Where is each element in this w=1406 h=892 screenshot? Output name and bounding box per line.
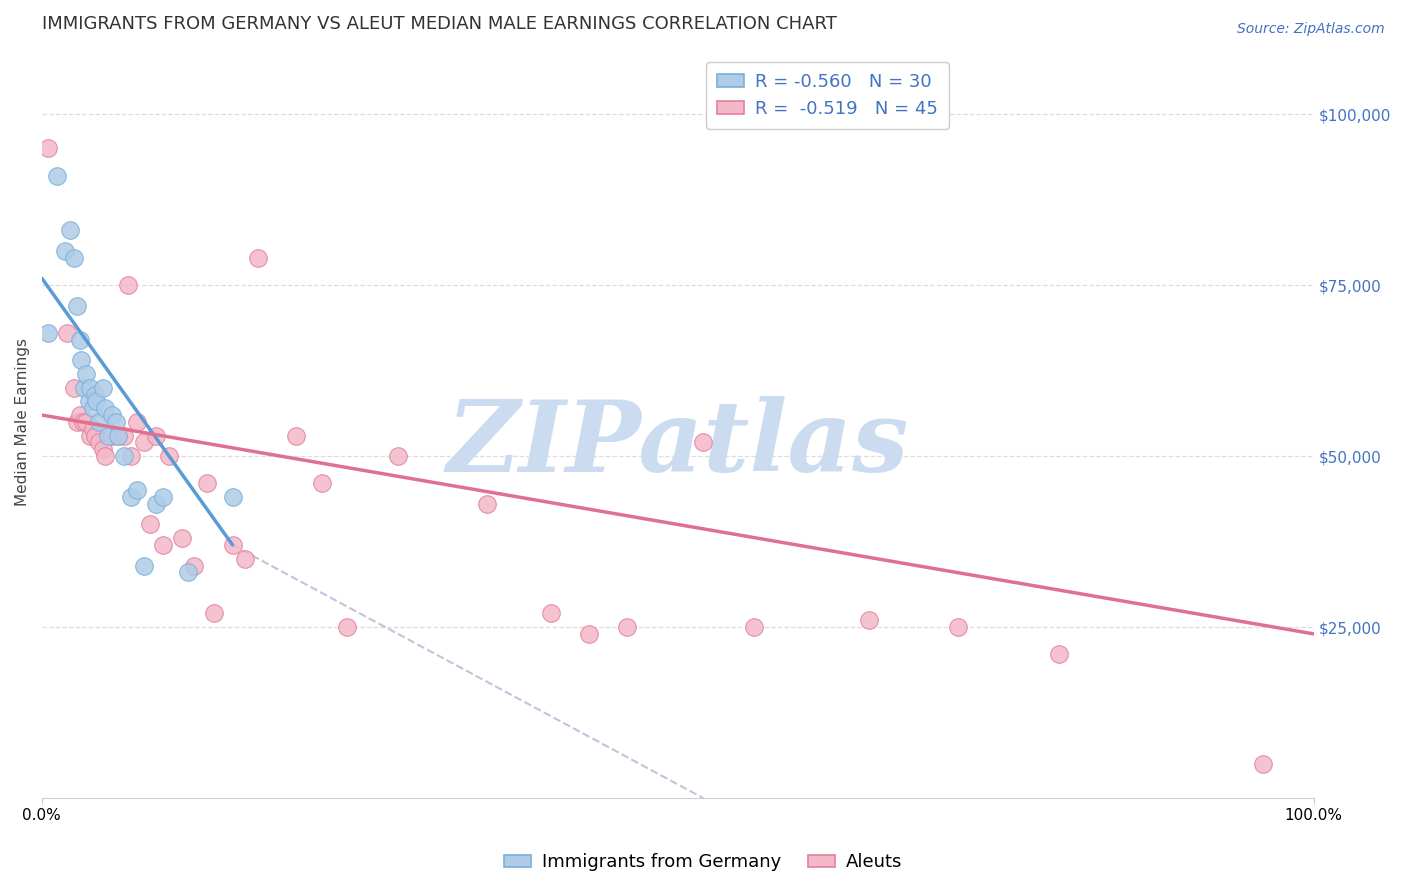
Point [84, 387, 107, 401]
Text: ZIPatlas: ZIPatlas [447, 396, 908, 492]
Point [858, 613, 880, 627]
Point [387, 449, 409, 463]
Point [127, 483, 149, 498]
Point [132, 435, 155, 450]
Point [114, 428, 136, 442]
Point [107, 428, 129, 442]
Point [79, 381, 101, 395]
Point [742, 620, 765, 634]
Point [69, 408, 91, 422]
Point [77, 394, 100, 409]
Point [75, 415, 97, 429]
Point [56, 326, 79, 340]
Point [616, 620, 638, 634]
Point [540, 607, 562, 621]
Point [1251, 756, 1274, 771]
Point [91, 442, 114, 457]
Point [91, 381, 114, 395]
Point [120, 490, 142, 504]
Point [59, 223, 82, 237]
Point [221, 490, 243, 504]
Point [66, 415, 89, 429]
Point [94, 401, 117, 416]
Point [107, 428, 129, 442]
Point [285, 428, 308, 442]
Point [82, 401, 104, 416]
Point [195, 476, 218, 491]
Point [177, 566, 200, 580]
Point [62, 251, 84, 265]
Point [170, 531, 193, 545]
Point [73, 381, 96, 395]
Point [233, 551, 256, 566]
Point [336, 620, 359, 634]
Point [86, 394, 108, 409]
Point [152, 538, 174, 552]
Legend: R = -0.560   N = 30, R =  -0.519   N = 45: R = -0.560 N = 30, R = -0.519 N = 45 [706, 62, 949, 129]
Point [37, 326, 59, 340]
Point [100, 408, 122, 422]
Point [578, 627, 600, 641]
Point [72, 415, 94, 429]
Point [84, 428, 107, 442]
Point [120, 449, 142, 463]
Point [475, 497, 498, 511]
Point [946, 620, 969, 634]
Point [157, 449, 180, 463]
Point [152, 490, 174, 504]
Point [145, 497, 167, 511]
Point [53, 244, 76, 258]
Point [132, 558, 155, 573]
Point [183, 558, 205, 573]
Point [87, 415, 110, 429]
Point [70, 353, 93, 368]
Point [82, 422, 104, 436]
Point [247, 251, 270, 265]
Point [79, 428, 101, 442]
Point [97, 428, 120, 442]
Point [221, 538, 243, 552]
Point [75, 367, 97, 381]
Point [100, 428, 122, 442]
Point [127, 415, 149, 429]
Point [117, 278, 139, 293]
Text: IMMIGRANTS FROM GERMANY VS ALEUT MEDIAN MALE EARNINGS CORRELATION CHART: IMMIGRANTS FROM GERMANY VS ALEUT MEDIAN … [42, 15, 837, 33]
Point [37, 141, 59, 155]
Point [94, 449, 117, 463]
Point [46, 169, 69, 183]
Point [62, 381, 84, 395]
Point [145, 428, 167, 442]
Point [202, 607, 225, 621]
Point [692, 435, 714, 450]
Point [311, 476, 333, 491]
Point [66, 299, 89, 313]
Y-axis label: Median Male Earnings: Median Male Earnings [15, 338, 30, 506]
Point [69, 333, 91, 347]
Point [1047, 648, 1070, 662]
Point [114, 449, 136, 463]
Legend: Immigrants from Germany, Aleuts: Immigrants from Germany, Aleuts [496, 847, 910, 879]
Point [104, 415, 127, 429]
Point [139, 517, 162, 532]
Point [87, 435, 110, 450]
Text: Source: ZipAtlas.com: Source: ZipAtlas.com [1237, 22, 1385, 37]
